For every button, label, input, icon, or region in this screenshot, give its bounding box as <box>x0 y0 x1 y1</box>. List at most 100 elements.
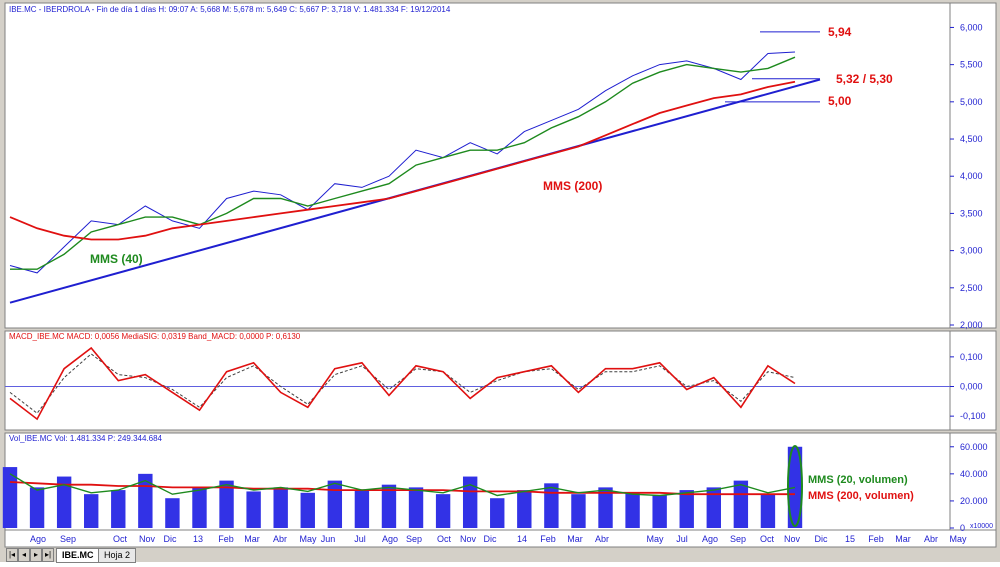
volume-axis <box>949 432 997 531</box>
first-sheet-button[interactable]: |◂ <box>6 548 18 562</box>
x-tick-label: Sep <box>730 534 746 544</box>
x-tick-label: Mar <box>567 534 583 544</box>
volume-bar <box>435 494 451 528</box>
volume-bar <box>29 487 45 528</box>
x-tick-label: Dic <box>164 534 177 544</box>
level-low-label: 5,00 <box>828 94 852 108</box>
volume-bar <box>490 498 505 528</box>
vol20-label: MMS (20, volumen) <box>808 474 908 486</box>
volume-bar <box>219 480 234 528</box>
x-tick-label: Feb <box>218 534 234 544</box>
vol20-line <box>9 473 796 497</box>
mms200-label: MMS (200) <box>543 179 602 193</box>
price-axis <box>949 2 997 329</box>
price-panel <box>4 2 951 329</box>
price-tick-label: 3,000 <box>960 246 983 256</box>
x-tick-label: Feb <box>540 534 556 544</box>
volume-bar <box>706 487 721 528</box>
macd-tick-label: 0,000 <box>960 382 983 392</box>
price-tick-label: 2,000 <box>960 320 983 330</box>
volume-bar <box>625 492 640 528</box>
last-sheet-button[interactable]: ▸| <box>42 548 54 562</box>
x-tick-label: Mar <box>895 534 911 544</box>
price-header: IBE.MC - IBERDROLA - Fin de día 1 días H… <box>9 5 451 14</box>
price-tick-label: 3,500 <box>960 208 983 218</box>
tab-ibe-mc[interactable]: IBE.MC <box>56 548 100 563</box>
prev-sheet-button[interactable]: ◂ <box>18 548 30 562</box>
x-tick-label: 13 <box>193 534 203 544</box>
mms200-line <box>9 80 796 241</box>
tab-hoja-2[interactable]: Hoja 2 <box>98 548 137 563</box>
volume-bar <box>787 446 803 528</box>
volume-bar <box>165 498 180 528</box>
x-tick-label: Sep <box>406 534 422 544</box>
x-tick-label: Ago <box>702 534 718 544</box>
volume-header: Vol_IBE.MC Vol: 1.481.334 P: 249.344.684 <box>9 434 163 443</box>
mms40-line <box>10 56 796 270</box>
volume-tick-label: 40.000 <box>960 469 988 479</box>
macd-header: MACD_IBE.MC MACD: 0,0056 MediaSIG: 0,031… <box>9 332 301 341</box>
volume-bar <box>408 487 424 528</box>
level-mid-label: 5,32 / 5,30 <box>836 72 893 86</box>
x-tick-label: 14 <box>517 534 527 544</box>
volume-bar <box>354 490 370 528</box>
volume-bar <box>84 494 99 528</box>
macd-tick-label: 0,100 <box>960 352 983 362</box>
vol200-label: MMS (200, volumen) <box>808 490 914 502</box>
price-tick-label: 4,500 <box>960 134 983 144</box>
x-tick-label: May <box>646 534 664 544</box>
level-high-label: 5,94 <box>828 25 852 39</box>
volume-bar <box>56 476 72 528</box>
x-tick-label: Oct <box>437 534 452 544</box>
x-tick-label: Oct <box>113 534 128 544</box>
volume-bar <box>246 491 261 528</box>
volume-tick-label: 20.000 <box>960 496 988 506</box>
price-tick-label: 5,000 <box>960 97 983 107</box>
price-line <box>9 51 796 274</box>
x-tick-label: Jun <box>321 534 336 544</box>
x-tick-label: Ago <box>30 534 46 544</box>
x-tick-label: May <box>949 534 967 544</box>
x-axis-strip <box>4 529 997 548</box>
volume-tick-label: 0 <box>960 523 965 533</box>
mms40-label: MMS (40) <box>90 252 143 266</box>
x-tick-label: Abr <box>273 534 287 544</box>
x-tick-label: Jul <box>676 534 688 544</box>
volume-bar <box>300 492 315 528</box>
volume-bar <box>462 476 478 528</box>
x-tick-label: Abr <box>924 534 938 544</box>
volume-unit-badge: x10000 <box>970 523 993 530</box>
volume-highlight <box>787 445 803 527</box>
volume-tick-label: 60.000 <box>960 442 988 452</box>
macd-panel <box>4 330 951 431</box>
x-tick-label: Dic <box>484 534 497 544</box>
volume-bar <box>517 490 532 528</box>
x-tick-label: Nov <box>139 534 156 544</box>
volume-bar <box>598 487 613 528</box>
x-tick-label: 15 <box>845 534 855 544</box>
vol200-line <box>9 481 795 496</box>
next-sheet-button[interactable]: ▸ <box>30 548 42 562</box>
x-tick-label: Mar <box>244 534 260 544</box>
price-tick-label: 4,000 <box>960 171 983 181</box>
price-tick-label: 6,000 <box>960 22 983 32</box>
x-tick-label: Jul <box>354 534 366 544</box>
volume-bar <box>571 494 586 528</box>
volume-bar <box>652 495 667 528</box>
volume-bar <box>192 487 207 528</box>
x-tick-label: Sep <box>60 534 76 544</box>
x-tick-label: Nov <box>460 534 477 544</box>
macd-axis <box>949 330 997 431</box>
x-tick-label: Dic <box>815 534 828 544</box>
macd-signal-line <box>9 353 796 414</box>
volume-bar <box>381 484 397 528</box>
volume-bar <box>327 480 343 528</box>
macd-line <box>9 346 796 421</box>
price-tick-label: 5,500 <box>960 60 983 70</box>
volume-bar <box>111 490 126 528</box>
macd-tick-label: -0,100 <box>960 411 986 421</box>
x-tick-label: Feb <box>868 534 884 544</box>
volume-bar <box>679 490 694 528</box>
volume-bar <box>273 487 288 528</box>
